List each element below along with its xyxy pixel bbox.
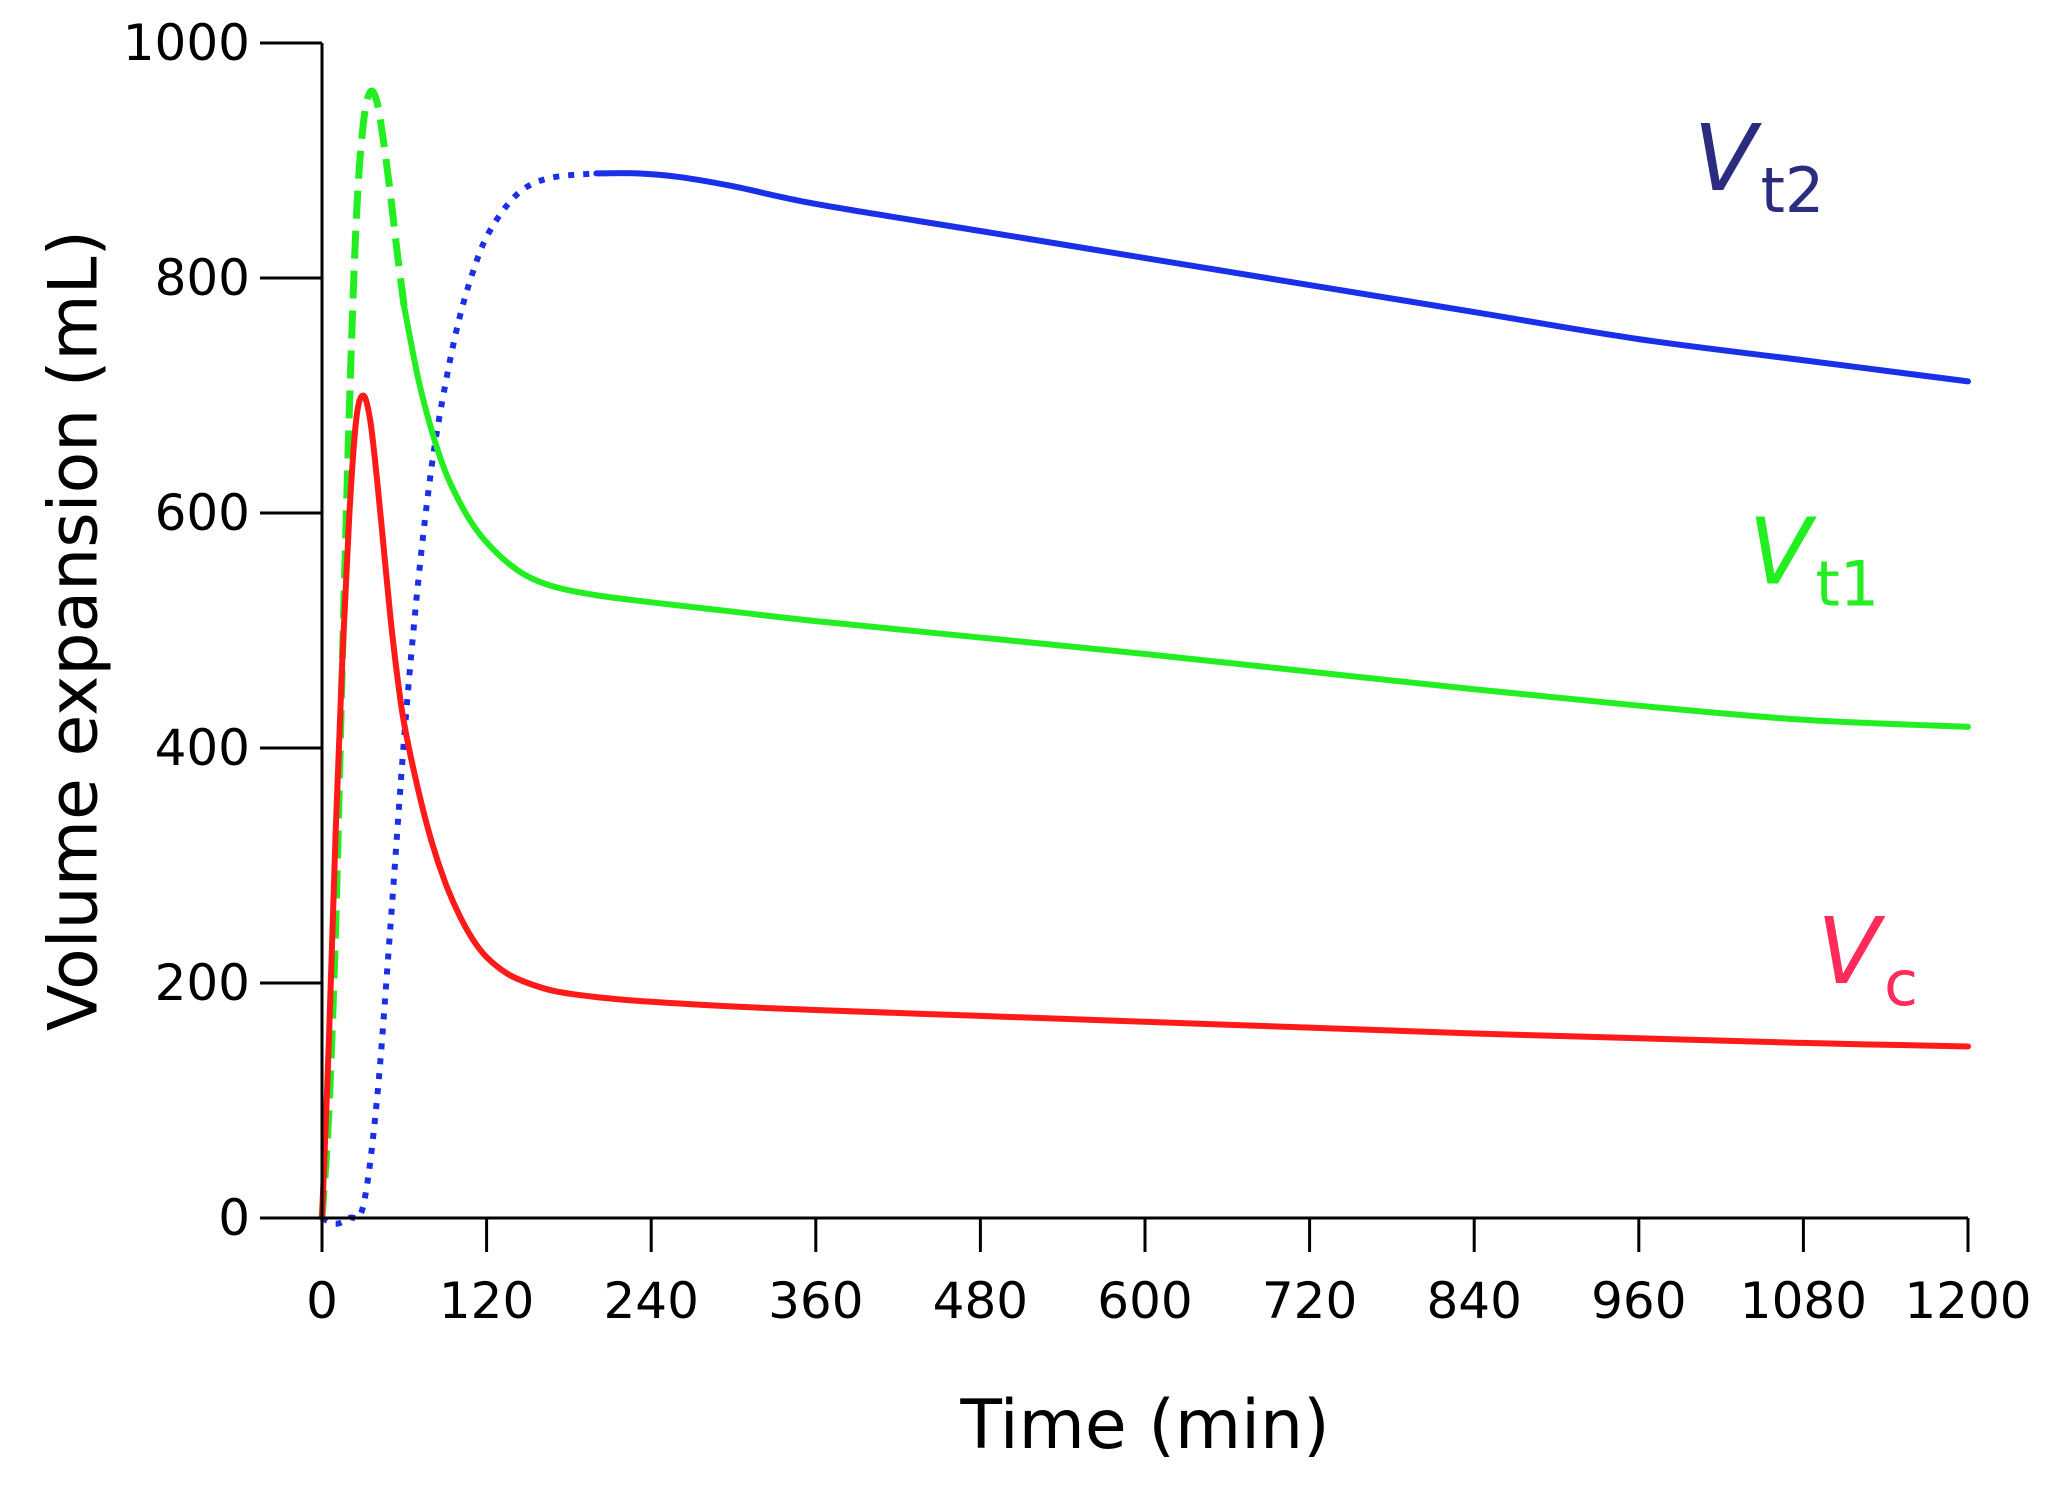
series-label-subscript: t1: [1815, 548, 1879, 621]
y-tick-label-600: 600: [155, 484, 250, 542]
series-line-vc: [319, 392, 1971, 1221]
y-tick-label-400: 400: [155, 719, 250, 777]
series-label-subscript: t2: [1761, 154, 1825, 227]
y-tick-label-0: 0: [218, 1189, 250, 1247]
series-label-vc: Vc: [1817, 898, 1918, 1020]
series-vt2: [320, 170, 1971, 1227]
x-tick-label-480: 480: [933, 1272, 1028, 1330]
y-tick-label-800: 800: [155, 249, 250, 307]
series-line-vt2-late: [593, 170, 1971, 385]
series-line-vt2-early: [320, 170, 597, 1227]
series-label-vt1: Vt1: [1749, 499, 1880, 621]
x-tick-label-120: 120: [439, 1272, 534, 1330]
series-vc: [319, 392, 1971, 1221]
x-tick-label-720: 720: [1262, 1272, 1357, 1330]
series-layer: [318, 87, 1971, 1227]
series-label-main: V: [1749, 499, 1818, 606]
series-label-main: V: [1817, 898, 1886, 1005]
x-tick-label-1080: 1080: [1740, 1272, 1867, 1330]
y-tick-label-200: 200: [155, 954, 250, 1012]
x-tick-label-840: 840: [1426, 1272, 1521, 1330]
series-label-main: V: [1694, 105, 1763, 212]
y-tick-label-1000: 1000: [123, 14, 250, 72]
x-tick-label-600: 600: [1097, 1272, 1192, 1330]
x-tick-label-960: 960: [1591, 1272, 1686, 1330]
axis-layer: 0 200 400 600 800 1000 0 120 240 360 480 600 720 840 9…: [123, 14, 2032, 1330]
x-tick-label-0: 0: [306, 1272, 338, 1330]
x-tick-label-240: 240: [603, 1272, 698, 1330]
y-axis-title: Volume expansion (mL): [35, 230, 114, 1031]
x-tick-label-1200: 1200: [1904, 1272, 2031, 1330]
series-line-vt1-early: [318, 87, 408, 1219]
series-label-subscript: c: [1884, 947, 1918, 1020]
series-line-vt1-late: [401, 304, 1971, 730]
series-vt1: [318, 87, 1971, 1219]
series-label-vt2: Vt2: [1694, 105, 1825, 227]
x-tick-label-360: 360: [768, 1272, 863, 1330]
x-axis-title: Time (min): [959, 1386, 1329, 1465]
